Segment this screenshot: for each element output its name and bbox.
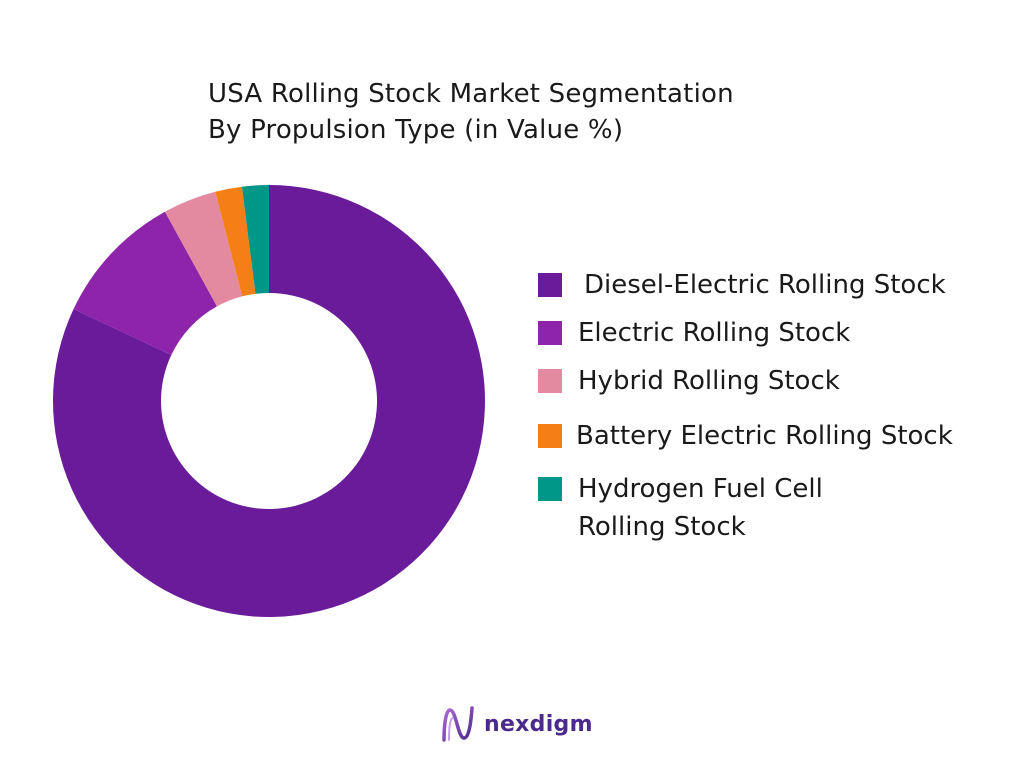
legend-swatch	[538, 321, 562, 345]
slice-electric	[73, 211, 217, 356]
legend-swatch	[538, 424, 562, 448]
legend-item-battery-electric: Battery Electric Rolling Stock	[538, 419, 953, 455]
legend-item-diesel-electric: Diesel-Electric Rolling Stock	[538, 268, 946, 304]
chart-title-line-1: USA Rolling Stock Market Segmentation	[208, 79, 734, 109]
legend-item-hybrid: Hybrid Rolling Stock	[538, 364, 840, 400]
donut-chart	[52, 185, 485, 617]
slice-battery-electric	[215, 186, 256, 297]
chart-legend: Diesel-Electric Rolling Stock Electric R…	[538, 0, 1018, 600]
legend-swatch	[538, 477, 562, 501]
slice-diesel-electric	[52, 185, 485, 617]
slice-hybrid	[164, 191, 243, 307]
nexdigm-logo: nexdigm	[440, 704, 593, 744]
legend-swatch	[538, 273, 562, 297]
legend-swatch	[538, 369, 562, 393]
legend-label: Electric Rolling Stock	[578, 318, 851, 348]
legend-label: Battery Electric Rolling Stock	[576, 421, 953, 451]
legend-label: Hybrid Rolling Stock	[578, 366, 840, 396]
nexdigm-logo-text: nexdigm	[484, 711, 593, 737]
chart-title-line-2: By Propulsion Type (in Value %)	[208, 115, 624, 145]
slice-hydrogen-fuel-cell	[241, 185, 269, 294]
legend-item-electric: Electric Rolling Stock	[538, 316, 850, 352]
legend-label: Diesel-Electric Rolling Stock	[584, 270, 946, 300]
legend-label: Hydrogen Fuel Cell Rolling Stock	[578, 474, 823, 542]
legend-item-hydrogen-fuel-cell: Hydrogen Fuel Cell Rolling Stock	[538, 472, 823, 546]
chart-title: USA Rolling Stock Market Segmentation By…	[208, 76, 734, 148]
nexdigm-logo-icon	[442, 706, 474, 742]
